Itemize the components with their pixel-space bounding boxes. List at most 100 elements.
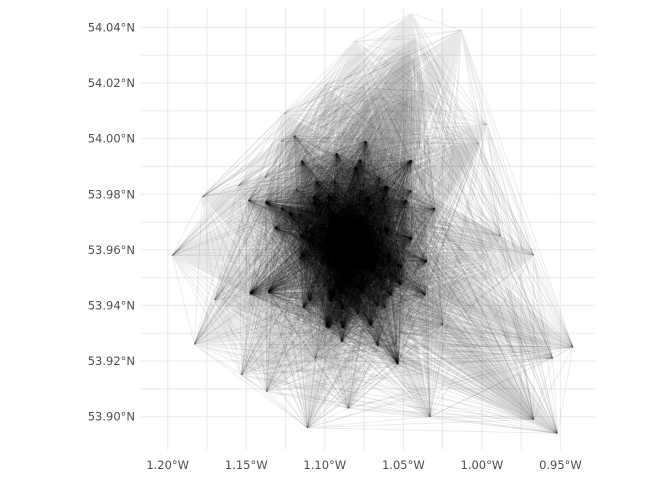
network-edge-group [249, 141, 435, 365]
network-edge-group [172, 135, 574, 434]
network-edge-group [248, 141, 436, 365]
network-edge-group [249, 153, 427, 365]
y-tick-label: 53.92°N [88, 354, 135, 368]
network-edge-group [248, 135, 558, 434]
network-edge-group [172, 135, 574, 434]
x-tick-label: 1.20°W [146, 458, 189, 472]
network-edge-group [249, 195, 413, 329]
network-edge-group [248, 135, 574, 434]
network-edge-group [249, 195, 329, 294]
network-edge-group [249, 140, 427, 365]
y-tick-label: 54.00°N [88, 132, 135, 146]
y-tick-label: 54.02°N [88, 76, 135, 90]
network-edge-group [249, 195, 413, 328]
network-edge-group [249, 160, 413, 365]
network-edge-group [249, 160, 413, 365]
x-axis-ticks: 1.20°W 1.15°W 1.10°W 1.05°W 1.00°W 0.95°W [146, 458, 581, 472]
network-edge-group [249, 160, 413, 328]
network-edge-group [249, 195, 412, 329]
network-edge-group [249, 160, 413, 365]
network-edge-group [172, 91, 574, 434]
network-edge-group [172, 29, 574, 434]
network-edge-group [249, 159, 428, 365]
network-edge-group [249, 141, 436, 365]
edge-layer [172, 13, 574, 434]
network-edge-group [249, 141, 436, 365]
network-edge-group [249, 159, 427, 365]
network-edge-group [172, 88, 574, 434]
network-edge-group [249, 153, 427, 365]
network-edge-group [249, 160, 413, 365]
network-edge-group [248, 135, 435, 365]
network-edge-group [249, 195, 412, 329]
network-edge-group [249, 140, 436, 365]
x-tick-label: 1.05°W [382, 458, 425, 472]
network-edge-group [249, 195, 413, 329]
network-edge-group [249, 159, 427, 365]
network-edge-group [249, 195, 413, 329]
network-edge-group [249, 140, 427, 365]
network-edge-group [249, 140, 435, 365]
network-edge-group [249, 153, 428, 365]
network-edge-group [248, 141, 436, 365]
network-edge-group [248, 135, 435, 365]
network-edge-group [248, 135, 574, 434]
network-edge-group [248, 135, 558, 434]
network-edge-group [248, 141, 436, 365]
x-tick-label: 1.10°W [303, 458, 346, 472]
network-edge-group [172, 135, 574, 434]
network-edge-group [249, 140, 436, 365]
network-edge-group [249, 140, 436, 365]
network-edge-group [194, 135, 574, 434]
network-edge-group [249, 195, 375, 294]
network-edge-group [249, 141, 428, 365]
network-edge-group [248, 135, 436, 365]
network-edge-group [248, 135, 435, 365]
network-edge-group [249, 159, 427, 365]
network-edge-group [249, 140, 428, 365]
network-edge-group [249, 153, 427, 365]
network-edge-group [249, 140, 435, 365]
network-edge-group [249, 160, 413, 365]
network-edge-group [249, 153, 428, 365]
network-edge-group [248, 140, 435, 365]
network-edge-group [248, 135, 435, 365]
network-edge-group [249, 159, 427, 365]
network-edge-group [248, 135, 436, 365]
network-edge-group [249, 195, 413, 329]
network-edge-group [248, 135, 436, 365]
network-edge-group [249, 195, 413, 328]
network-edge-group [172, 85, 574, 434]
y-tick-label: 53.96°N [88, 243, 135, 257]
network-edge-group [172, 41, 574, 434]
network-edge-group [248, 135, 436, 365]
network-edge-group [248, 135, 574, 434]
network-edge-group [249, 153, 427, 365]
network-edge-group [172, 135, 574, 434]
network-edge-group [249, 140, 427, 365]
network-edge-group [172, 13, 574, 434]
network-edge-group [172, 135, 574, 434]
network-edge-group [249, 153, 427, 365]
network-edge-group [248, 135, 558, 434]
network-edge-group [248, 135, 435, 365]
network-edge-group [249, 195, 412, 328]
network-edge-group [249, 195, 412, 329]
network-edge-group [249, 141, 436, 365]
network-edge-group [249, 140, 436, 365]
network-edge-group [172, 135, 574, 434]
y-tick-label: 54.04°N [88, 20, 135, 34]
network-edge-group [249, 160, 413, 329]
network-edge-group [249, 140, 435, 365]
network-edge-group [249, 153, 427, 365]
network-edge-group [249, 140, 427, 365]
network-edge-group [249, 159, 413, 365]
network-edge-group [249, 141, 428, 365]
network-edge-group [172, 124, 574, 434]
network-edge-group [249, 140, 428, 365]
network-edge-group [249, 153, 428, 365]
network-edge-group [248, 135, 436, 365]
network-edge-group [194, 135, 574, 434]
network-edge-group [248, 135, 436, 365]
network-edge-group [249, 140, 427, 365]
